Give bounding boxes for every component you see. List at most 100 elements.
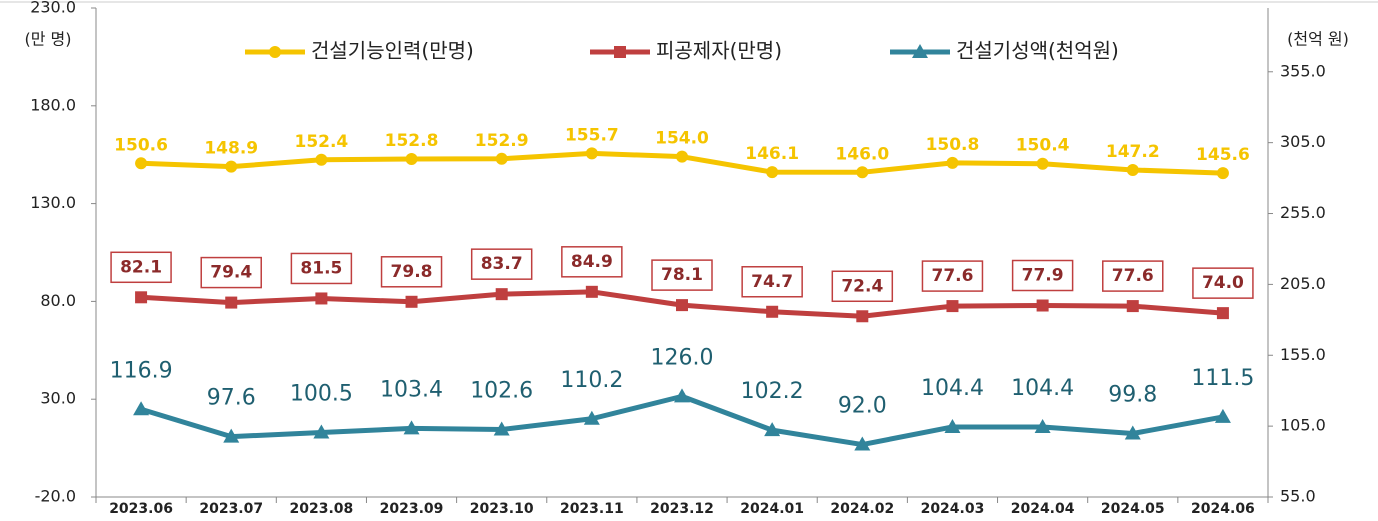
value-label: 150.4 bbox=[1016, 136, 1070, 156]
value-label: 74.0 bbox=[1202, 273, 1244, 293]
y-tick-label: 30.0 bbox=[40, 389, 76, 408]
x-tick-label: 2024.04 bbox=[1011, 501, 1075, 517]
y2-tick-label: 55.0 bbox=[1280, 487, 1316, 506]
data-point bbox=[1124, 425, 1141, 440]
value-label: 100.5 bbox=[290, 382, 353, 407]
data-point bbox=[766, 305, 779, 318]
value-label: 147.2 bbox=[1106, 142, 1160, 162]
data-point bbox=[1214, 408, 1231, 423]
legend-label: 피공제자(만명) bbox=[656, 39, 782, 63]
value-label: 84.9 bbox=[571, 252, 613, 272]
data-point bbox=[766, 166, 779, 179]
value-label: 152.8 bbox=[385, 131, 439, 151]
x-tick-label: 2024.06 bbox=[1191, 501, 1255, 517]
data-point bbox=[946, 300, 959, 313]
y2-tick-label: 305.0 bbox=[1280, 132, 1326, 151]
legend-marker bbox=[912, 44, 928, 58]
value-label: 72.4 bbox=[841, 276, 883, 296]
value-label: 81.5 bbox=[300, 258, 342, 278]
data-point bbox=[1126, 163, 1139, 176]
data-point bbox=[676, 150, 688, 163]
data-point bbox=[946, 156, 959, 169]
x-tick-label: 2023.12 bbox=[650, 501, 714, 517]
data-point bbox=[854, 436, 871, 451]
data-point bbox=[1036, 299, 1049, 312]
value-label-box bbox=[561, 246, 623, 278]
value-label-box bbox=[921, 260, 984, 292]
data-point bbox=[133, 401, 150, 416]
data-point bbox=[225, 160, 238, 173]
value-label: 99.8 bbox=[1108, 383, 1157, 408]
y-tick-label: 180.0 bbox=[30, 95, 76, 114]
legend-marker bbox=[614, 46, 626, 58]
y2-tick-label: 205.0 bbox=[1280, 274, 1326, 293]
value-label: 82.1 bbox=[120, 257, 162, 277]
value-label: 152.4 bbox=[294, 132, 348, 152]
value-label: 146.1 bbox=[745, 144, 799, 164]
y-tick-label: 230.0 bbox=[30, 0, 76, 17]
value-label-box bbox=[380, 256, 443, 288]
data-point bbox=[403, 420, 420, 435]
data-point bbox=[1216, 167, 1229, 180]
y-tick-label: -20.0 bbox=[35, 487, 76, 506]
value-label-box bbox=[1011, 259, 1074, 292]
x-tick-label: 2023.08 bbox=[290, 501, 354, 517]
value-label: 110.2 bbox=[560, 368, 623, 393]
x-tick-label: 2023.11 bbox=[560, 501, 624, 517]
legend-marker bbox=[269, 46, 281, 58]
x-tick-label: 2023.06 bbox=[109, 501, 173, 517]
data-point bbox=[676, 299, 688, 312]
value-label-box bbox=[470, 248, 533, 280]
value-label-box bbox=[200, 256, 262, 289]
data-point bbox=[135, 157, 148, 170]
value-label: 74.7 bbox=[751, 272, 793, 292]
data-point bbox=[1034, 418, 1051, 433]
y-tick-label: 130.0 bbox=[30, 193, 76, 212]
x-tick-label: 2024.02 bbox=[830, 501, 894, 517]
value-label: 102.6 bbox=[470, 379, 533, 404]
data-point bbox=[225, 296, 238, 309]
value-label-box bbox=[1192, 267, 1254, 299]
value-label: 104.4 bbox=[1011, 376, 1074, 401]
x-tick-label: 2023.07 bbox=[199, 501, 263, 517]
data-point bbox=[135, 291, 148, 304]
value-label: 148.9 bbox=[204, 139, 258, 159]
data-point bbox=[315, 292, 328, 305]
x-tick-label: 2023.10 bbox=[470, 501, 534, 517]
value-label: 111.5 bbox=[1191, 366, 1254, 391]
data-point bbox=[585, 147, 598, 160]
x-tick-label: 2023.09 bbox=[380, 501, 444, 517]
data-point bbox=[495, 288, 508, 301]
value-label: 116.9 bbox=[110, 358, 173, 383]
data-point bbox=[764, 422, 781, 437]
y2-tick-label: 355.0 bbox=[1280, 61, 1326, 80]
y2-axis-label: (천억 원) bbox=[1287, 30, 1349, 49]
value-label: 126.0 bbox=[651, 345, 714, 370]
value-label: 145.6 bbox=[1196, 145, 1250, 165]
value-label: 97.6 bbox=[207, 386, 256, 411]
value-label-box bbox=[651, 259, 713, 291]
value-label-box bbox=[1102, 260, 1164, 292]
data-point bbox=[856, 166, 869, 179]
value-label: 102.2 bbox=[741, 379, 804, 404]
y2-tick-label: 255.0 bbox=[1280, 203, 1326, 222]
value-label: 146.0 bbox=[835, 144, 889, 164]
y-tick-label: 80.0 bbox=[40, 291, 76, 310]
value-label-box bbox=[741, 266, 803, 298]
data-point bbox=[585, 285, 598, 298]
data-point bbox=[223, 428, 240, 443]
value-label: 77.6 bbox=[1112, 266, 1154, 286]
y2-tick-label: 155.0 bbox=[1280, 345, 1326, 364]
x-tick-label: 2024.05 bbox=[1101, 501, 1165, 517]
data-point bbox=[944, 418, 961, 433]
value-label: 152.9 bbox=[475, 131, 529, 151]
value-label: 92.0 bbox=[838, 394, 887, 419]
value-label: 154.0 bbox=[655, 129, 709, 149]
data-point bbox=[583, 410, 600, 425]
data-point bbox=[495, 152, 508, 165]
value-label-box bbox=[831, 270, 894, 303]
x-tick-label: 2024.01 bbox=[740, 501, 804, 517]
value-label: 150.6 bbox=[114, 135, 168, 155]
data-point bbox=[856, 310, 869, 323]
